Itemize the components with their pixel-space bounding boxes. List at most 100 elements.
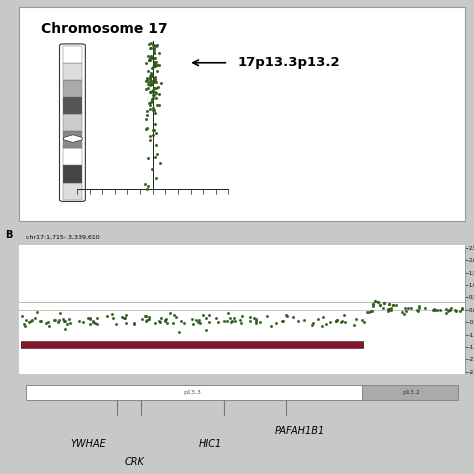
Point <box>164 319 171 327</box>
Point <box>151 45 158 52</box>
Text: CRK: CRK <box>125 457 145 467</box>
Point <box>162 317 169 325</box>
Point <box>149 41 157 49</box>
Point <box>352 315 359 323</box>
Point <box>21 322 29 329</box>
Point <box>385 301 392 308</box>
Point <box>390 301 397 309</box>
Point <box>155 61 163 68</box>
Point <box>205 318 212 325</box>
Point <box>147 39 155 47</box>
Point <box>146 44 154 52</box>
Point <box>86 314 94 322</box>
Point <box>152 78 160 86</box>
Point <box>144 182 152 190</box>
Point <box>405 305 412 312</box>
Point <box>430 305 438 312</box>
Point <box>153 62 161 69</box>
Point <box>202 326 210 334</box>
Point <box>338 317 346 325</box>
Point <box>138 316 146 323</box>
Point <box>142 312 150 319</box>
Point <box>231 317 239 325</box>
Point <box>392 301 400 309</box>
Point <box>151 54 158 62</box>
Point <box>122 319 130 327</box>
Point <box>372 297 379 305</box>
Point <box>151 61 158 69</box>
Point <box>151 319 159 327</box>
Point <box>370 302 377 310</box>
Point <box>458 305 465 312</box>
Point <box>18 312 26 320</box>
Point <box>148 95 155 103</box>
Point <box>145 78 153 85</box>
Point <box>36 317 44 324</box>
Point <box>149 86 157 93</box>
Bar <box>362 385 458 400</box>
Point <box>385 306 393 313</box>
Point <box>332 318 340 325</box>
Point <box>401 305 409 312</box>
Point <box>44 319 52 326</box>
Point <box>189 316 196 323</box>
Point <box>162 315 170 322</box>
Point <box>437 306 444 313</box>
Text: PAFAH1B1: PAFAH1B1 <box>274 426 325 436</box>
Point <box>177 317 184 324</box>
Point <box>91 319 99 327</box>
Point <box>144 74 151 82</box>
Point <box>337 318 345 326</box>
Text: B: B <box>5 229 12 240</box>
Point <box>246 313 254 321</box>
Point <box>118 314 126 321</box>
Point <box>145 56 153 64</box>
Point <box>86 320 94 328</box>
Point <box>195 316 202 323</box>
Bar <box>63 182 82 200</box>
Point <box>150 91 158 99</box>
Point <box>175 328 182 336</box>
Point <box>385 307 392 314</box>
Point <box>145 80 152 88</box>
Point <box>213 314 220 322</box>
Point <box>180 319 187 327</box>
Text: YWHAE: YWHAE <box>70 439 106 449</box>
Point <box>273 319 280 327</box>
Point <box>360 318 367 326</box>
Point <box>121 314 129 321</box>
Point <box>278 318 286 325</box>
Point <box>146 55 154 62</box>
Point <box>152 141 160 148</box>
Point <box>398 309 406 316</box>
Point <box>318 322 326 329</box>
Point <box>442 309 450 317</box>
Point <box>279 317 287 325</box>
Point <box>226 314 234 322</box>
Text: chr17:1,715- 3,339,610: chr17:1,715- 3,339,610 <box>26 235 99 240</box>
Point <box>369 300 377 308</box>
Point <box>445 306 453 314</box>
Point <box>431 307 439 314</box>
Point <box>142 317 150 325</box>
Point <box>147 80 155 87</box>
Point <box>171 311 178 319</box>
Point <box>155 49 163 56</box>
Point <box>414 307 422 315</box>
Point <box>387 306 395 314</box>
Point <box>458 305 466 312</box>
Point <box>358 316 366 323</box>
Point <box>59 315 67 322</box>
Point <box>23 316 30 324</box>
Point <box>332 317 340 325</box>
Point <box>153 68 161 75</box>
Point <box>28 317 36 324</box>
Point <box>151 154 159 161</box>
Point <box>93 314 100 322</box>
Point <box>194 318 202 326</box>
Point <box>143 59 150 66</box>
Point <box>363 308 370 316</box>
Point <box>109 315 117 322</box>
Point <box>146 132 154 140</box>
Point <box>90 317 97 325</box>
